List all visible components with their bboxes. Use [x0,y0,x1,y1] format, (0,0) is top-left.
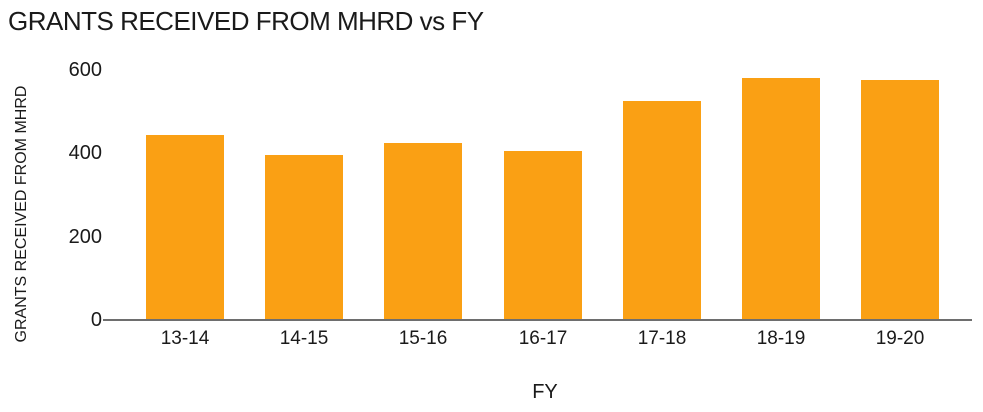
x-tick-label-16-17: 16-17 [518,328,568,349]
bar-14-15 [265,155,343,320]
bar-18-19 [742,78,820,320]
chart-title: GRANTS RECEIVED FROM MHRD vs FY [8,6,484,36]
y-tick-label-0: 0 [90,309,102,331]
x-tick-label-17-18: 17-18 [637,328,687,349]
bar-15-16 [384,142,462,320]
x-tick-label-13-14: 13-14 [160,328,210,349]
bar-19-20 [861,80,939,320]
x-axis-line [103,319,972,321]
y-tick-label-600: 600 [68,59,102,81]
x-tick-label-15-16: 15-16 [398,328,448,349]
x-axis-title: FY [532,381,558,403]
bar-17-18 [623,101,701,320]
y-tick-label-400: 400 [68,142,102,165]
y-tick-label-200: 200 [68,225,102,248]
y-axis-title: GRANTS RECEIVED FROM MHRD [13,85,30,343]
x-tick-label-14-15: 14-15 [279,328,329,349]
bar-13-14 [146,134,224,320]
x-tick-label-19-20: 19-20 [875,328,925,349]
bar-16-17 [504,151,582,320]
x-tick-label-18-19: 18-19 [756,328,806,349]
